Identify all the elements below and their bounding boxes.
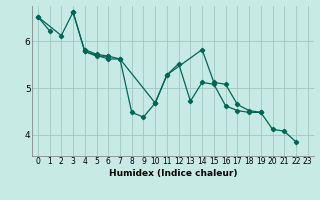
X-axis label: Humidex (Indice chaleur): Humidex (Indice chaleur) [108,169,237,178]
